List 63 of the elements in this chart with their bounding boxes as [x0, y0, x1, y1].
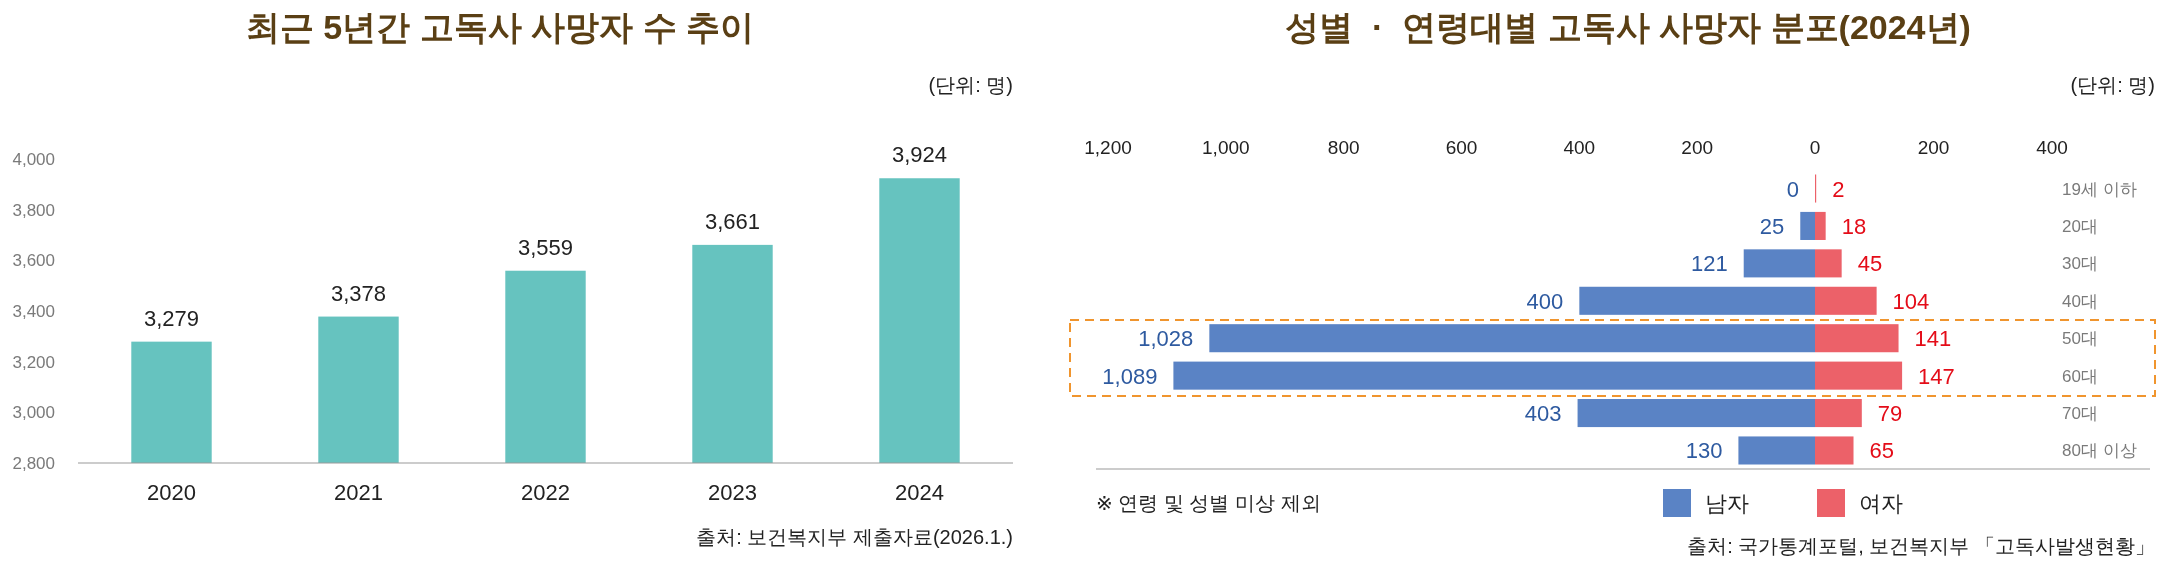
y-tick-label: 60대 [2062, 366, 2098, 386]
x-tick-label: 2024 [895, 479, 944, 505]
x-tick-label: 400 [1563, 136, 1596, 158]
data-label: 65 [1869, 437, 1894, 463]
data-label: 2 [1832, 176, 1845, 202]
data-label: 104 [1892, 288, 1930, 314]
data-label: 3,559 [517, 234, 574, 260]
x-tick-label: 800 [1327, 136, 1360, 158]
data-label: 403 [1524, 400, 1562, 426]
y-tick-label: 40대 [2062, 291, 2098, 311]
data-label: 3,378 [330, 280, 387, 306]
data-label: 25 [1759, 213, 1785, 239]
source-note: 출처: 국가통계포털, 보건복지부 「고독사발생현황」 [1687, 535, 2155, 557]
data-label: 79 [1877, 400, 1903, 426]
data-label: 1,028 [1138, 325, 1194, 351]
x-tick-label: 2023 [708, 479, 757, 505]
y-tick-label: 3,800 [12, 200, 55, 220]
y-tick-label: 3,600 [12, 250, 55, 270]
x-tick-label: 200 [1681, 136, 1714, 158]
data-label: 121 [1690, 250, 1728, 276]
y-tick-label: 3,200 [12, 352, 55, 372]
data-label: 141 [1914, 325, 1952, 351]
y-tick-label: 19세 이하 [2062, 179, 2137, 199]
legend-label: 남자 [1705, 490, 1749, 516]
bar [1815, 324, 1899, 353]
data-label: 1,089 [1102, 363, 1158, 389]
data-label: 147 [1918, 363, 1955, 389]
x-tick-label: 200 [1917, 136, 1950, 158]
y-tick-label: 20대 [2062, 216, 2098, 236]
x-tick-label: 0 [1809, 136, 1821, 158]
y-tick-label: 80대 이상 [2062, 440, 2137, 460]
data-label: 130 [1685, 437, 1723, 463]
y-tick-label: 30대 [2062, 253, 2098, 273]
chart-title: 성별 · 연령대별 고독사 사망자 분포(2024년) [1285, 8, 1971, 46]
x-tick-label: 2020 [147, 479, 196, 505]
y-tick-label: 4,000 [12, 149, 55, 169]
x-tick-label: 1,200 [1084, 136, 1132, 158]
data-label: 18 [1841, 213, 1867, 239]
text: ※ 연령 및 성별 미상 제외 [1096, 492, 1321, 514]
y-tick-label: 3,400 [12, 301, 55, 321]
source-note: 출처: 보건복지부 제출자료(2026.1.) [696, 526, 1013, 548]
bar [1815, 399, 1862, 428]
x-tick-label: 2022 [521, 479, 570, 505]
data-label: 45 [1857, 250, 1883, 276]
y-tick-label: 3,000 [12, 402, 55, 422]
data-label: 400 [1526, 288, 1564, 314]
x-tick-label: 400 [2036, 136, 2068, 158]
x-tick-label: 1,000 [1202, 136, 1250, 158]
x-tick-label: 600 [1445, 136, 1478, 158]
bar [1815, 361, 1903, 390]
data-label: 3,661 [704, 208, 761, 234]
y-tick-label: 50대 [2062, 328, 2098, 348]
data-label: 0 [1786, 176, 1799, 202]
y-tick-label: 70대 [2062, 403, 2098, 423]
text: (단위: 명) [2070, 74, 2155, 96]
x-tick-label: 2021 [334, 479, 383, 505]
text: (단위: 명) [928, 74, 1013, 96]
legend-label: 여자 [1859, 490, 1903, 516]
data-label: 3,924 [891, 141, 948, 167]
y-tick-label: 2,800 [12, 453, 55, 473]
data-label: 3,279 [143, 305, 200, 331]
chart-title: 최근 5년간 고독사 사망자 수 추이 [245, 8, 755, 46]
bar [1815, 286, 1877, 315]
